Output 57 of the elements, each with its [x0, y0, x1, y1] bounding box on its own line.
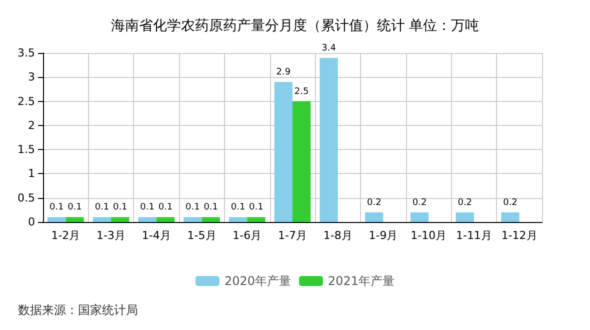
- data-label: 0.1: [230, 202, 246, 213]
- x-tick-label: 1-10月: [410, 229, 447, 242]
- y-tick-label: 0: [28, 216, 35, 228]
- x-tick-label: 1-11月: [456, 229, 492, 242]
- data-label: 0.2: [412, 198, 427, 208]
- x-tick-label: 1-2月: [51, 229, 80, 242]
- bar: [111, 217, 130, 222]
- y-tick-label: 3.5: [18, 46, 35, 60]
- bar: [456, 212, 474, 222]
- x-tick-label: 1-12月: [501, 229, 538, 242]
- bar: [365, 212, 384, 222]
- x-tick-label: 1-3月: [96, 229, 126, 242]
- data-label: 0.1: [186, 202, 200, 213]
- bar: [48, 217, 66, 222]
- x-tick-label: 1-9月: [368, 229, 398, 242]
- data-label: 0.1: [204, 202, 218, 213]
- y-tick-label: 1: [28, 167, 35, 180]
- x-tick-label: 1-8月: [323, 229, 352, 242]
- x-tick-label: 1-5月: [187, 229, 216, 242]
- bar: [156, 217, 175, 222]
- bar: [228, 217, 248, 222]
- data-label: 0.2: [503, 198, 518, 208]
- bar: [410, 212, 429, 222]
- data-label: 0.1: [94, 202, 110, 213]
- data-label: 0.2: [366, 198, 382, 208]
- data-label: 0.1: [140, 202, 154, 213]
- bar: [501, 212, 520, 222]
- y-tick-label: 3: [28, 70, 35, 84]
- y-tick-label: 1.5: [18, 143, 35, 156]
- y-tick-label: 2.5: [18, 94, 35, 108]
- x-tick-label: 1-7月: [278, 229, 307, 242]
- data-label: 2.5: [294, 86, 309, 97]
- data-label: 0.1: [68, 202, 82, 213]
- y-tick-label: 2: [28, 118, 35, 132]
- y-tick-label: 0.5: [18, 191, 35, 204]
- chart-title: 海南省化学农药原药产量分月度（累计值）统计 单位：万吨: [110, 18, 480, 34]
- data-label: 0.1: [49, 202, 64, 213]
- data-label: 2.9: [276, 67, 291, 78]
- data-label: 0.2: [458, 198, 472, 208]
- data-label: 0.1: [112, 202, 128, 213]
- x-tick-label: 1-6月: [232, 229, 262, 242]
- legend-label: 2020年产量: [224, 274, 292, 288]
- data-label: 0.1: [158, 202, 173, 213]
- bar: [184, 217, 202, 222]
- bar: [92, 217, 112, 222]
- source-note: 数据来源：国家统计局: [18, 303, 138, 317]
- x-tick-label: 1-4月: [142, 229, 171, 242]
- bar: [138, 217, 156, 222]
- bar: [202, 217, 220, 222]
- bar: [66, 217, 84, 222]
- bar: [292, 101, 311, 222]
- bar: [247, 217, 266, 222]
- data-label: 0.1: [249, 202, 264, 213]
- bar: [320, 58, 338, 222]
- data-label: 3.4: [322, 43, 336, 54]
- bar: [274, 82, 292, 222]
- legend-label: 2021年产量: [328, 274, 395, 288]
